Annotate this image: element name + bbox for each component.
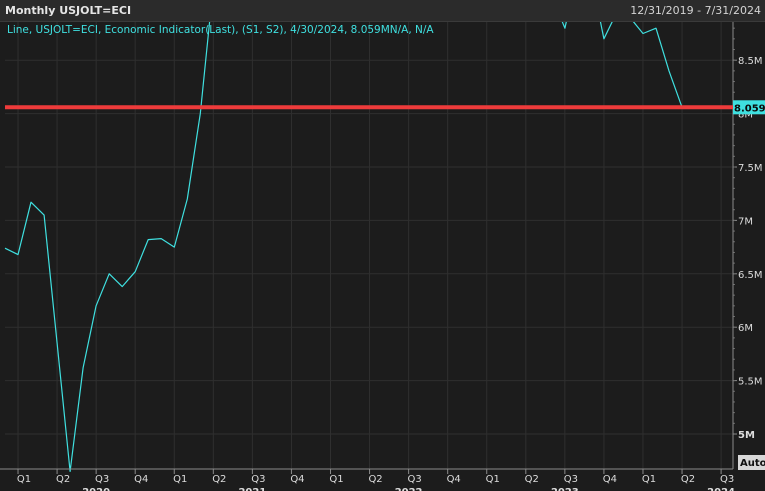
y-tick-label: 7M	[738, 216, 753, 227]
x-tick-label: Q3	[251, 474, 265, 485]
y-tick-label: 8M	[738, 110, 753, 121]
x-tick-label: Q1	[17, 474, 31, 485]
y-tick-label: 6.5M	[738, 270, 763, 281]
x-tick-label: Q2	[56, 474, 70, 485]
x-tick-label: Q4	[447, 474, 461, 485]
x-year-label: 2020	[82, 487, 110, 491]
auto-button[interactable]: Auto	[738, 455, 765, 470]
date-range[interactable]: 12/31/2019 - 7/31/2024	[630, 4, 761, 17]
x-tick-label: Q2	[681, 474, 695, 485]
reference-line-group: 8.059	[5, 100, 765, 115]
x-tick-label: Q2	[212, 474, 226, 485]
x-year-label: 2023	[551, 487, 579, 491]
y-axis: 5M5.5M6M6.5M7M7.5M8M8.5M9M9.5M10M10.5M11…	[732, 3, 763, 469]
auto-button-label[interactable]: Auto	[740, 458, 765, 469]
x-tick-label: Q4	[134, 474, 148, 485]
x-tick-label: Q1	[173, 474, 187, 485]
x-tick-label: Q1	[642, 474, 656, 485]
x-axis: Q1 Q2 Q3 Q4 Q1 Q2 Q3 Q4 Q1 Q2 Q3 Q4 Q1 Q2 Q3 Q4 Q1 Q2 Q3 20…	[0, 468, 735, 491]
x-tick-label: Q2	[368, 474, 382, 485]
y-tick-label: 8.5M	[738, 56, 763, 67]
y-tick-label: 6M	[738, 323, 753, 334]
x-tick-label: Q3	[564, 474, 578, 485]
x-tick-label: Q2	[525, 474, 539, 485]
x-year-label: 2022	[395, 487, 423, 491]
x-tick-label: Q3	[720, 474, 734, 485]
auto-button-bg[interactable]	[738, 455, 765, 470]
y-tick-label: 5.5M	[738, 377, 763, 388]
y-tick-label: 5M	[738, 430, 755, 441]
chart-title: Monthly USJOLT=ECI	[5, 4, 132, 17]
x-tick-label: Q4	[290, 474, 304, 485]
x-tick-label: Q3	[408, 474, 422, 485]
last-value-label-bg	[733, 100, 765, 115]
x-tick-label: Q3	[95, 474, 109, 485]
legend-text: Line, USJOLT=ECI, Economic Indicator(Las…	[7, 24, 434, 36]
x-tick-label: Q1	[329, 474, 343, 485]
x-year-label: 2021	[238, 487, 266, 491]
x-tick-label: Q4	[603, 474, 617, 485]
y-tick-label: 7.5M	[738, 163, 763, 174]
last-value-label: 8.059	[734, 103, 765, 114]
title-bar: Monthly USJOLT=ECI 12/31/2019 - 7/31/202…	[0, 0, 765, 22]
x-year-label: 2024	[707, 487, 735, 491]
x-tick-label: Q1	[486, 474, 500, 485]
